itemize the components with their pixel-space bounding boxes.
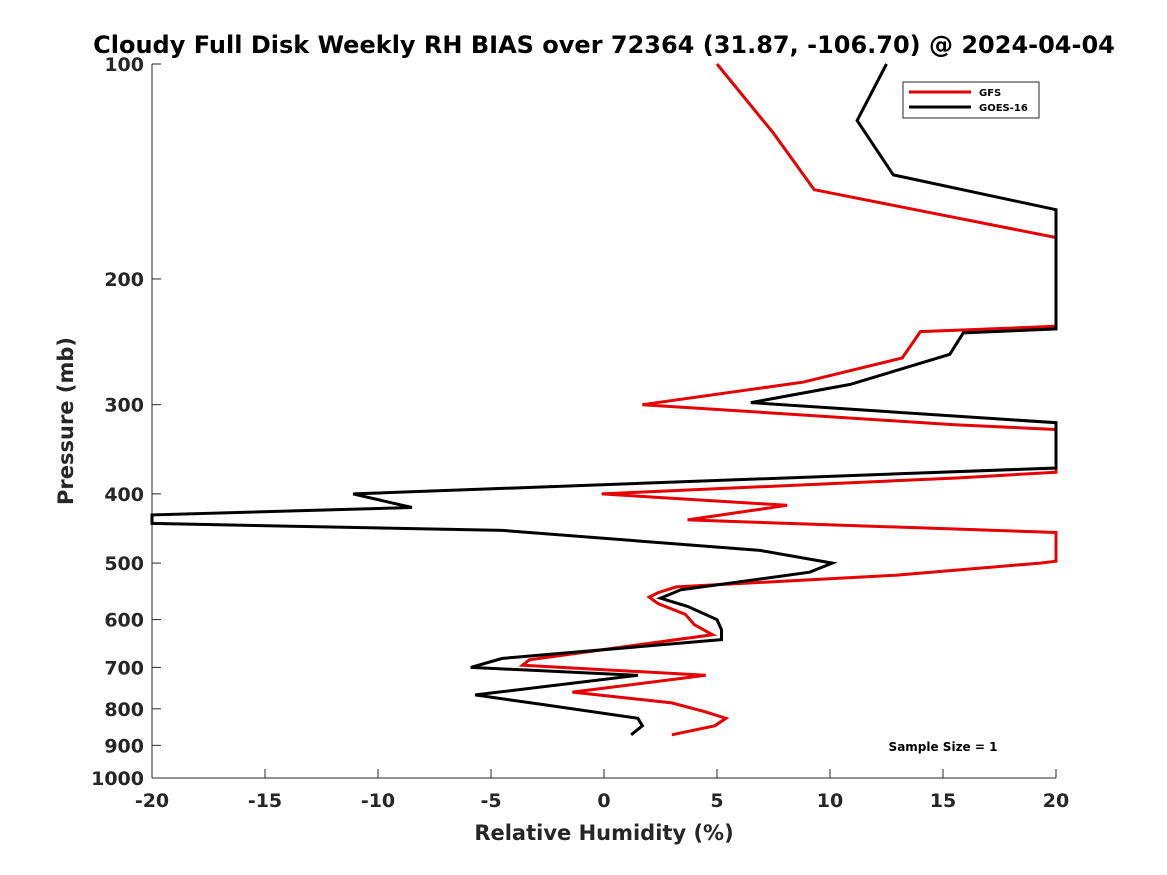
y-tick-label: 500	[104, 553, 144, 575]
gfs-line	[518, 63, 1058, 737]
y-tick-label: 1000	[91, 768, 144, 790]
legend-label-goes16: GOES-16	[979, 103, 1028, 114]
series-lines	[150, 63, 1058, 737]
y-tick-label: 200	[104, 269, 144, 291]
x-axis-label: Relative Humidity (%)	[474, 821, 733, 845]
x-tick-label: -20	[135, 790, 169, 812]
y-tick-label: 300	[104, 395, 144, 417]
chart-title: Cloudy Full Disk Weekly RH BIAS over 723…	[93, 31, 1115, 59]
x-tick-label: 10	[817, 790, 843, 812]
y-tick-label: 900	[104, 735, 144, 757]
legend-label-gfs: GFS	[979, 88, 1001, 99]
y-tick-label: 100	[104, 54, 144, 76]
goes16-line	[150, 63, 1058, 736]
y-axis-label: Pressure (mb)	[54, 337, 78, 505]
sample-size-annotation: Sample Size = 1	[889, 740, 998, 754]
x-tick-label: 0	[597, 790, 610, 812]
legend-box	[902, 81, 1040, 119]
x-tick-label: 5	[710, 790, 723, 812]
x-tick-label: 15	[930, 790, 956, 812]
y-tick-label: 400	[104, 484, 144, 506]
x-tick-label: -10	[361, 790, 395, 812]
x-tick-label: -5	[480, 790, 501, 812]
x-tick-label: -15	[248, 790, 282, 812]
x-tick-label: 20	[1043, 790, 1069, 812]
legend: GFS GOES-16	[902, 81, 1040, 119]
y-tick-label: 700	[104, 657, 144, 679]
x-ticks: -20 -15 -10 -5 0 5 10 15 20	[135, 769, 1069, 812]
y-tick-label: 800	[104, 699, 144, 721]
y-tick-label: 600	[104, 610, 144, 632]
y-ticks: 100 200 300 400 500 600 700 800 900 1000	[91, 54, 161, 790]
